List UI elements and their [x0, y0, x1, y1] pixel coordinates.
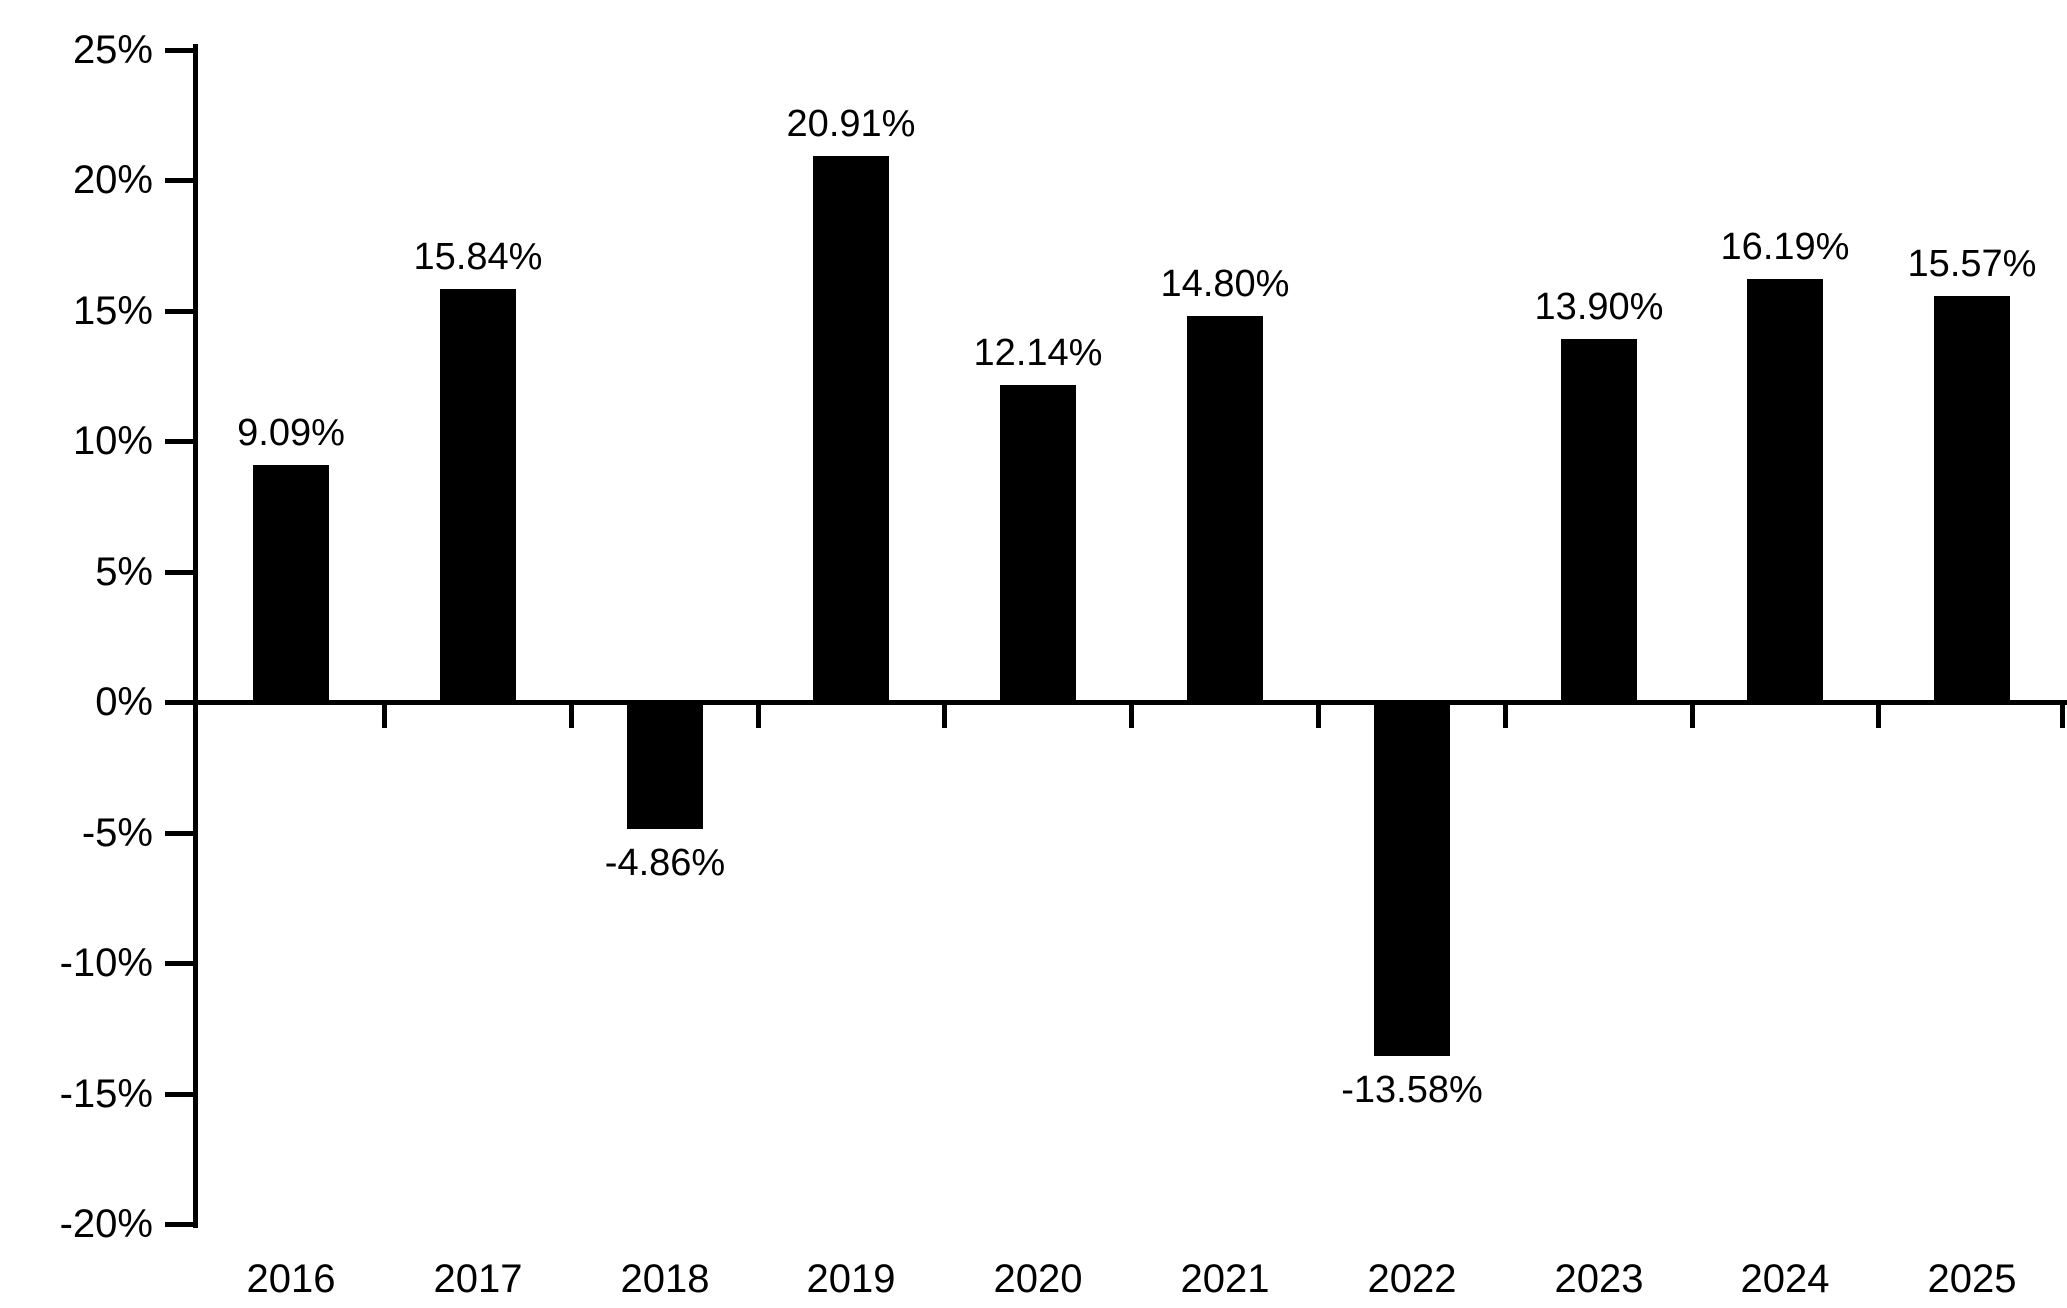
- bar-2025: [1934, 296, 2010, 702]
- y-tick-label: -5%: [81, 810, 153, 855]
- x-axis-tick: [1316, 704, 1321, 728]
- bar-value-label: 14.80%: [1160, 263, 1290, 305]
- y-axis-tick: [165, 439, 193, 444]
- bar-2019: [813, 156, 889, 702]
- y-axis-tick: [165, 308, 193, 314]
- y-tick-label: 10%: [72, 419, 153, 463]
- x-tick-label: 2018: [620, 1257, 710, 1301]
- y-tick-label: 5%: [95, 549, 153, 594]
- bar-2021: [1187, 316, 1263, 702]
- bar-value-label: 20.91%: [786, 103, 916, 145]
- y-axis-tick: [165, 1222, 193, 1227]
- bar-2023: [1561, 339, 1637, 702]
- x-axis-tick: [569, 704, 574, 728]
- x-tick-label: 2017: [433, 1257, 523, 1301]
- bar-2016: [253, 465, 329, 702]
- y-tick-label: 15%: [72, 288, 153, 333]
- y-tick-label: -15%: [59, 1071, 153, 1116]
- y-tick-label: 25%: [72, 27, 153, 72]
- x-tick-label: 2025: [1927, 1257, 2017, 1301]
- bar-value-label: -4.86%: [604, 842, 726, 884]
- x-axis-tick: [1690, 704, 1695, 728]
- y-axis-tick: [165, 47, 193, 53]
- bar-value-label: 16.19%: [1720, 226, 1850, 268]
- bar-2024: [1747, 279, 1823, 702]
- y-axis-tick: [165, 700, 193, 705]
- x-axis-tick: [1876, 704, 1881, 728]
- bar-value-label: 15.57%: [1907, 243, 2037, 285]
- x-axis-tick: [2060, 704, 2065, 728]
- bar-2018: [627, 702, 703, 829]
- x-tick-label: 2024: [1740, 1257, 1830, 1301]
- x-tick-label: 2020: [993, 1257, 1083, 1301]
- x-tick-label: 2016: [246, 1257, 336, 1301]
- x-axis-zero-line: [193, 700, 2067, 705]
- x-tick-label: 2019: [806, 1257, 896, 1301]
- bar-value-label: 15.84%: [413, 236, 543, 278]
- y-axis-tick: [165, 1091, 193, 1097]
- bar-value-label: 9.09%: [237, 412, 345, 454]
- x-axis-tick: [1129, 704, 1134, 728]
- x-tick-label: 2023: [1554, 1257, 1644, 1301]
- y-axis-line: [193, 43, 198, 1228]
- y-axis-tick: [165, 569, 193, 575]
- bar-2020: [1000, 385, 1076, 702]
- x-axis-tick: [1503, 704, 1508, 728]
- bar-2022: [1374, 702, 1450, 1056]
- bar-value-label: 12.14%: [973, 332, 1103, 374]
- y-tick-label: 20%: [72, 158, 153, 202]
- y-tick-label: -20%: [59, 1202, 153, 1246]
- bar-value-label: -13.58%: [1341, 1069, 1483, 1111]
- y-axis-tick: [165, 961, 193, 966]
- y-tick-label: 0%: [95, 680, 153, 724]
- x-tick-label: 2021: [1180, 1257, 1270, 1301]
- x-axis-tick: [756, 704, 761, 728]
- y-axis-tick: [165, 178, 193, 183]
- bar-2017: [440, 289, 516, 702]
- x-axis-tick: [382, 704, 387, 728]
- bar-value-label: 13.90%: [1534, 286, 1664, 328]
- y-tick-label: -10%: [59, 941, 153, 985]
- x-tick-label: 2022: [1367, 1257, 1457, 1301]
- y-axis-tick: [165, 830, 193, 836]
- x-axis-tick: [942, 704, 947, 728]
